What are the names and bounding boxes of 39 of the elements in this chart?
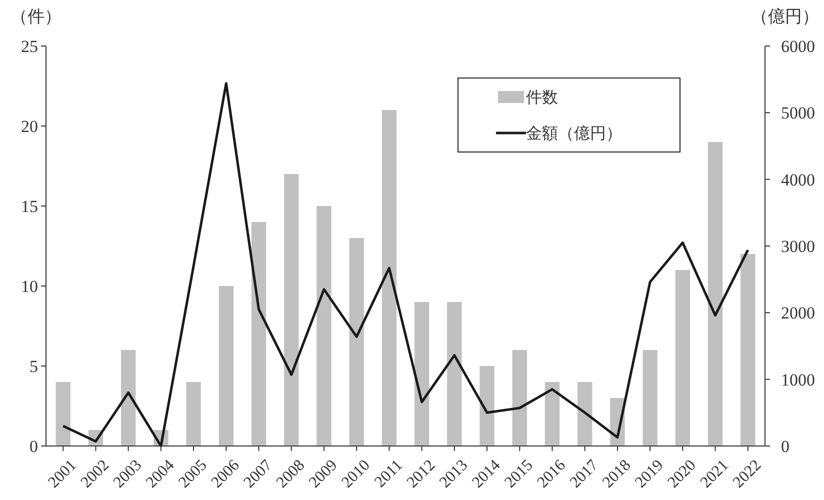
y2-tick-label: 1000 [781,370,815,390]
y2-tick-label: 2000 [781,304,815,323]
bar [447,302,462,446]
y-tick-label: 0 [30,436,38,456]
legend-label: 金額（億円） [526,124,622,143]
legend-label: 件数 [526,90,558,107]
bar [316,206,332,446]
bar [56,382,70,446]
bar [675,270,690,446]
bar [121,350,136,446]
bar [740,254,756,446]
y-tick-label: 20 [21,116,38,136]
y2-tick-label: 0 [781,436,790,456]
x-tick-label: 2011 [372,456,406,491]
x-tick-label: 2021 [697,456,732,492]
bar [349,238,364,446]
bar [642,350,658,446]
bar [284,174,299,446]
bar [251,222,266,446]
y-tick-label: 10 [21,276,38,296]
y2-tick-label: 6000 [781,36,815,56]
bar [578,382,592,446]
y2-tick-label: 3000 [781,236,815,256]
y-tick-label: 5 [30,356,38,376]
bar [414,302,430,446]
bar [382,110,397,446]
y2-tick-label: 5000 [781,104,815,123]
y-tick-label: 15 [21,196,38,216]
bar [480,366,494,446]
bar [544,382,560,446]
bar [186,382,201,446]
y2-tick-label: 4000 [781,170,815,190]
bar [218,286,234,446]
y-axis-title: （件） [10,7,62,26]
y-tick-label: 25 [21,36,38,56]
line-series [62,82,750,448]
bar [512,350,527,446]
bar [708,142,723,446]
y2-axis-title: （億円） [751,7,819,26]
